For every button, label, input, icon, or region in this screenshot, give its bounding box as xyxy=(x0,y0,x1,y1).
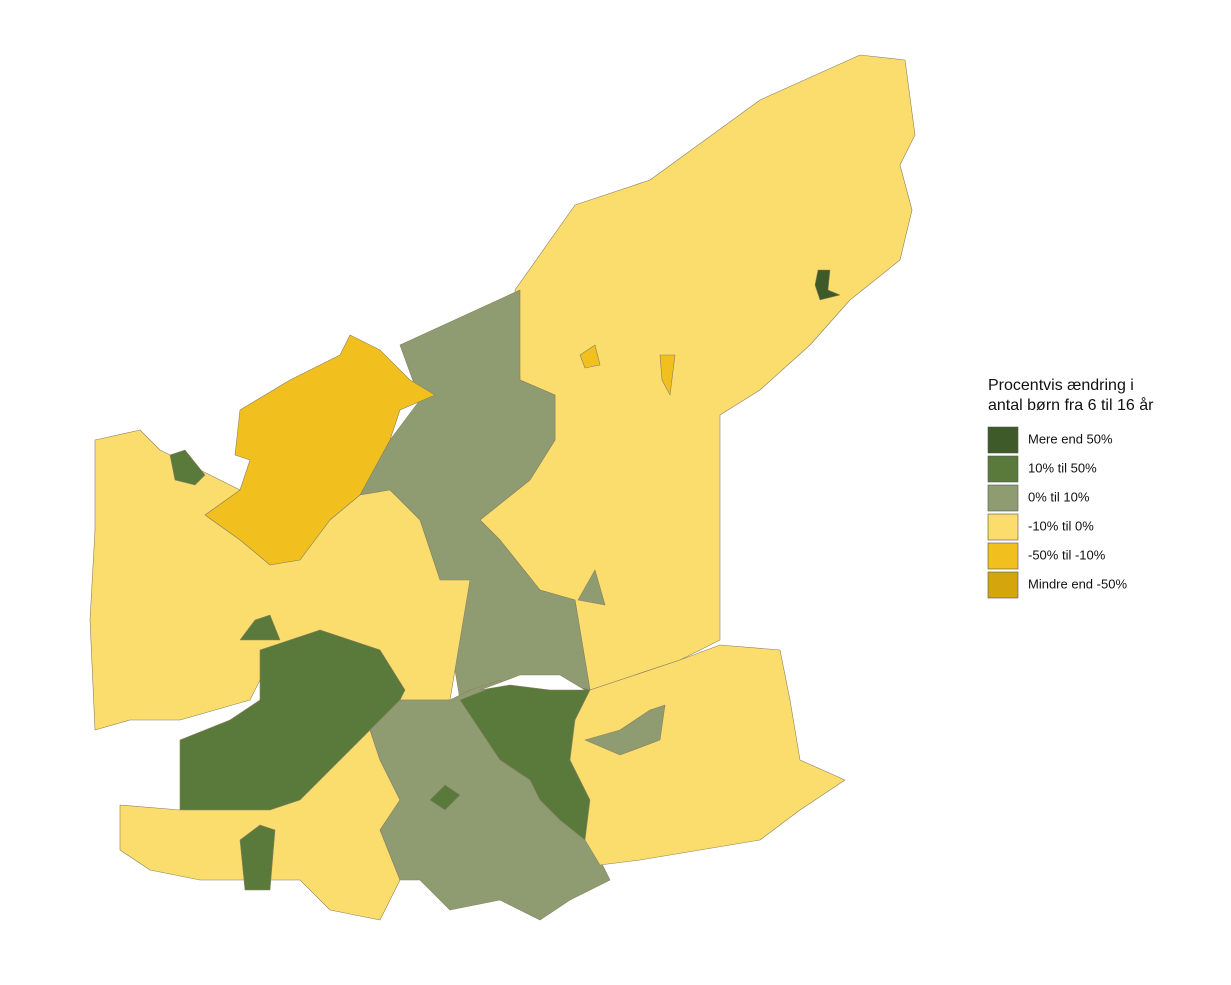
region xyxy=(239,824,276,891)
legend-label: Mindre end -50% xyxy=(1028,576,1127,591)
legend-swatch xyxy=(987,513,1019,541)
legend-label: Mere end 50% xyxy=(1028,431,1113,446)
legend-label: 0% til 10% xyxy=(1028,489,1090,504)
legend-title: Procentvis ændring i xyxy=(988,377,1134,394)
region xyxy=(579,344,601,369)
region xyxy=(89,429,471,731)
legend-label: -50% til -10% xyxy=(1028,547,1106,562)
legend-label: -10% til 0% xyxy=(1028,518,1094,533)
region xyxy=(569,644,846,866)
legend-swatch xyxy=(987,571,1019,599)
region xyxy=(814,269,841,301)
region xyxy=(239,614,281,641)
region xyxy=(429,784,461,811)
legend-title: antal børn fra 6 til 16 år xyxy=(988,396,1154,414)
legend-swatch xyxy=(987,426,1019,454)
legend-label: 10% til 50% xyxy=(1028,460,1097,475)
legend-swatch xyxy=(987,542,1019,570)
region xyxy=(169,449,206,486)
regions xyxy=(89,54,916,921)
region xyxy=(369,679,611,921)
region xyxy=(577,569,606,606)
lake xyxy=(479,674,586,691)
legend-swatch xyxy=(987,484,1019,512)
legend-swatch xyxy=(987,455,1019,483)
region xyxy=(659,354,676,396)
region xyxy=(584,704,666,756)
legend: Mere end 50% 10% til 50% 0% til 10% -10% ti… xyxy=(987,426,1127,599)
